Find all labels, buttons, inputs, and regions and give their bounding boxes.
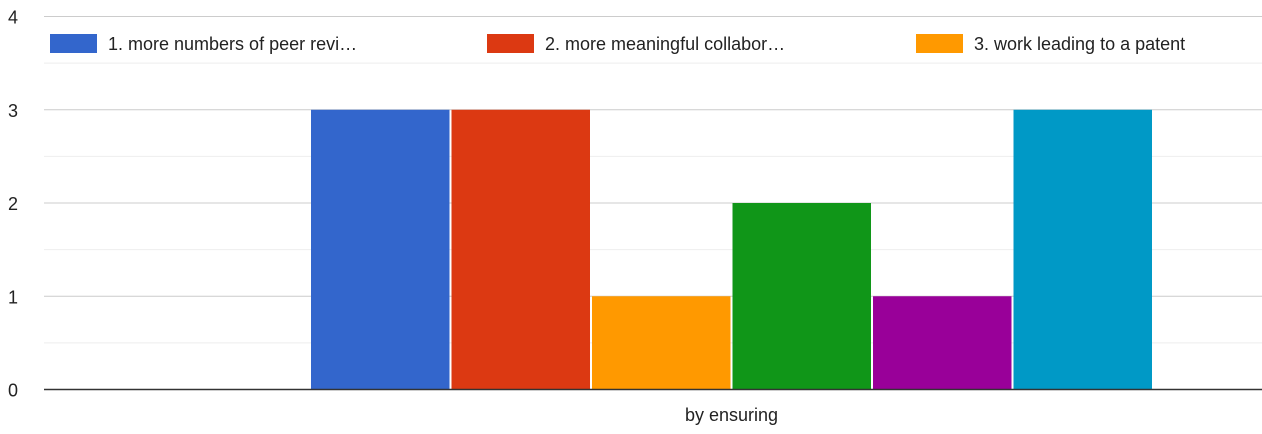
y-tick-label: 3 <box>8 101 18 121</box>
bar-series-5 <box>873 296 1012 390</box>
legend-swatch <box>50 34 97 53</box>
y-tick-label: 2 <box>8 194 18 214</box>
gridlines <box>44 16 1262 344</box>
x-axis-labels: by ensuring <box>685 405 778 425</box>
bar-series-6 <box>1013 109 1152 390</box>
bar-series-4 <box>732 203 871 390</box>
legend-swatch <box>916 34 963 53</box>
x-category-label: by ensuring <box>685 405 778 425</box>
y-tick-label: 4 <box>8 8 18 28</box>
y-tick-label: 1 <box>8 287 18 307</box>
legend[interactable]: 1. more numbers of peer revi… 2. more mea… <box>50 34 1185 54</box>
y-tick-label: 0 <box>8 381 18 401</box>
bars <box>311 109 1152 390</box>
bar-series-1 <box>311 109 450 390</box>
legend-label[interactable]: 1. more numbers of peer revi… <box>108 34 357 54</box>
y-axis-ticks: 0 1 2 3 4 <box>8 8 18 401</box>
legend-swatch <box>487 34 534 53</box>
bar-series-2 <box>451 109 590 390</box>
legend-label[interactable]: 2. more meaningful collabor… <box>545 34 785 54</box>
legend-label[interactable]: 3. work leading to a patent <box>974 34 1185 54</box>
bar-series-3 <box>592 296 731 390</box>
